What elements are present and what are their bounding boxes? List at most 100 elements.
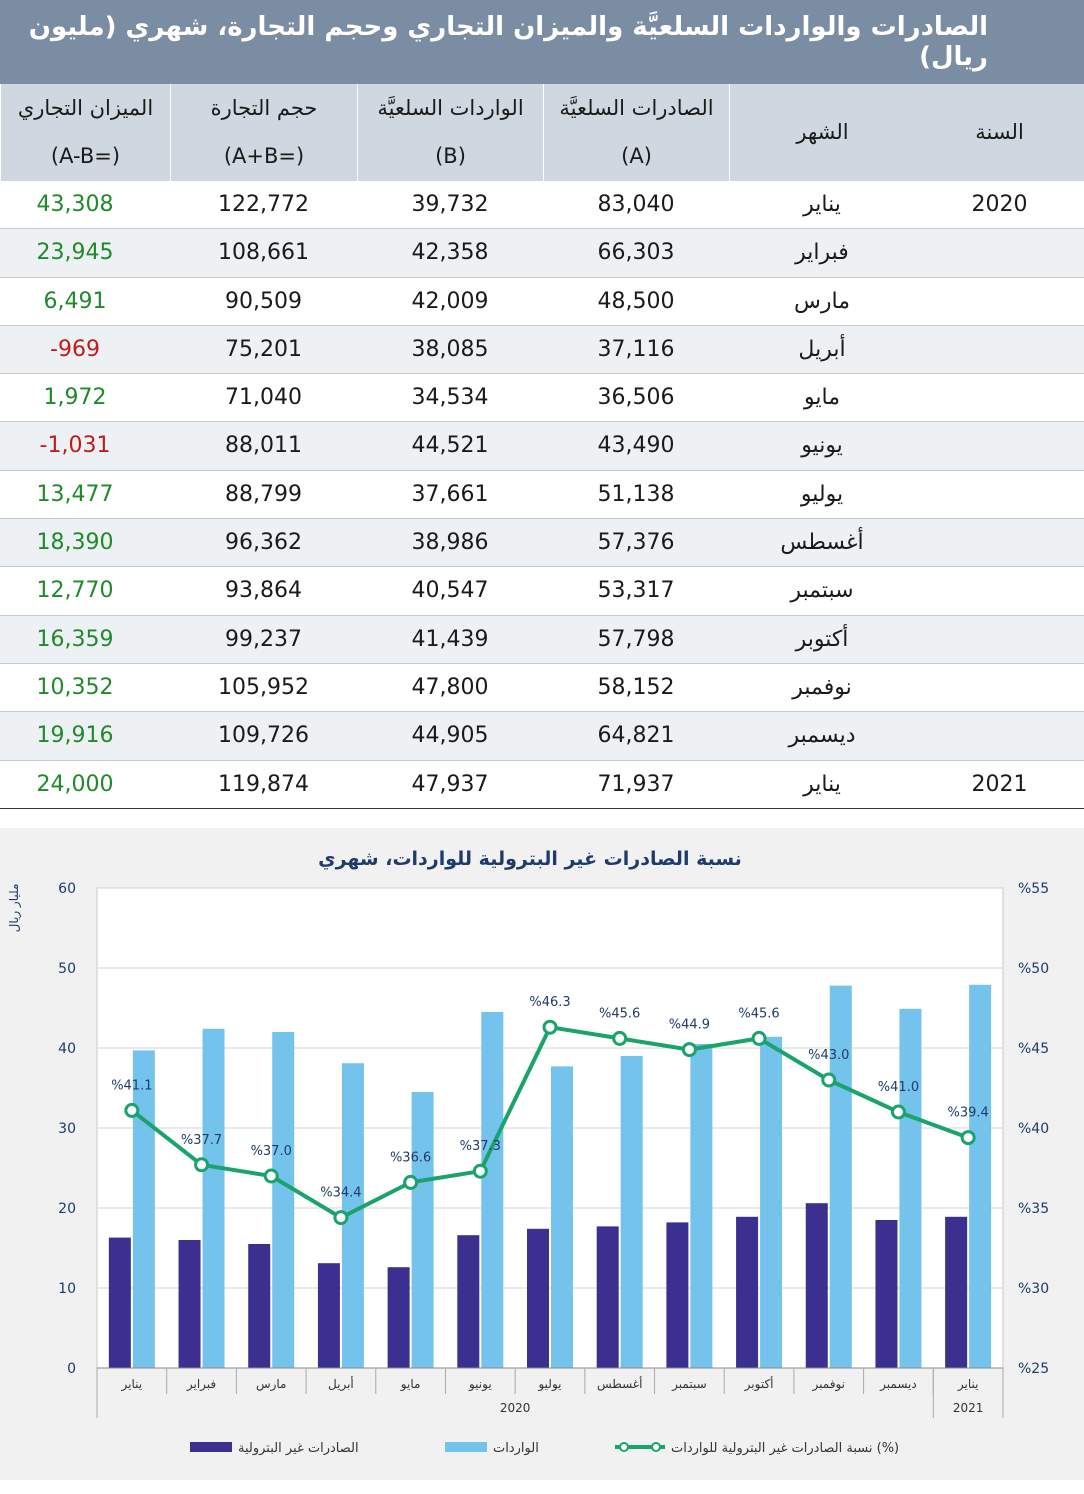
header-exports-code: (A): [621, 144, 652, 168]
ratio-point: [124, 1102, 140, 1118]
legend-swatch-imports: [445, 1442, 487, 1452]
bar-imports: [202, 1028, 225, 1368]
cell-month: يوليو: [800, 481, 844, 507]
header-exports: الصادرات السلعيَّة (A): [543, 84, 729, 181]
bar-nonoil-exports: [666, 1222, 689, 1368]
y2-tick-label: %30: [1018, 1281, 1049, 1297]
cell-imports: 34,534: [411, 385, 489, 411]
bar-imports: [411, 1092, 434, 1368]
table-body: 2020 يناير 83,040 39,732 122,772 43,308 فبراير…: [0, 181, 1084, 809]
ratio-data-label: %37.0: [251, 1144, 292, 1159]
header-volume: حجم التجارة (=A+B): [170, 84, 357, 181]
bar-nonoil-exports: [736, 1216, 759, 1368]
cell-balance: 6,491: [43, 288, 107, 314]
cell-year: [915, 229, 1084, 277]
cell-imports: 42,358: [411, 240, 489, 266]
cell-year: [915, 712, 1084, 760]
header-volume-code: (=A+B): [223, 144, 305, 168]
cell-imports: 47,800: [411, 674, 489, 700]
legend-label-imports: الواردات: [493, 1441, 539, 1456]
table-row: أكتوبر 57,798 41,439 99,237 16,359: [0, 615, 1084, 664]
cell-year: [915, 664, 1084, 712]
header-imports-code: (B): [435, 144, 466, 168]
ratio-point: [890, 1104, 906, 1120]
cell-balance: 16,359: [36, 626, 114, 652]
chart-panel: 60 50 40 30 20 10 0 %55 %50 %45 %40 %35 %30 %25 نسبة ا…: [0, 828, 1084, 1480]
cell-exports: 36,506: [597, 385, 675, 411]
header-volume-label: حجم التجارة: [210, 96, 318, 120]
cell-year: 2021: [971, 771, 1028, 797]
ratio-data-label: %39.4: [947, 1106, 988, 1121]
x-tick-label: مارس: [256, 1377, 287, 1392]
bar-nonoil-exports: [805, 1203, 828, 1368]
bar-imports: [341, 1063, 364, 1368]
ratio-data-label: %43.0: [808, 1048, 849, 1063]
cell-month: فبراير: [795, 240, 849, 266]
cell-year: [915, 471, 1084, 519]
cell-volume: 99,237: [225, 626, 302, 652]
legend-label-ratio: نسبة الصادرات غير البترولية للواردات (%): [671, 1441, 899, 1456]
ratio-point: [263, 1168, 279, 1184]
cell-imports: 42,009: [411, 288, 489, 314]
bar-imports: [760, 1036, 783, 1368]
ratio-data-label: %45.6: [599, 1006, 640, 1021]
cell-volume: 119,874: [218, 771, 309, 797]
year-group-label: 2020: [500, 1401, 531, 1415]
x-tick-label: يوليو: [537, 1377, 561, 1392]
cell-exports: 48,500: [597, 288, 675, 314]
cell-month: مارس: [794, 288, 850, 314]
table-row: مايو 36,506 34,534 71,040 1,972: [0, 374, 1084, 423]
cell-exports: 64,821: [597, 723, 675, 749]
cell-imports: 38,085: [411, 336, 489, 362]
table-row: مارس 48,500 42,009 90,509 6,491: [0, 278, 1084, 326]
legend-label-nonoil-exports: الصادرات غير البترولية: [238, 1441, 359, 1456]
x-tick-label: أغسطس: [597, 1376, 642, 1392]
cell-volume: 109,726: [218, 723, 309, 749]
ratio-point: [194, 1157, 210, 1173]
trade-table: السنة الشهر الصادرات السلعيَّة (A) الوار…: [0, 84, 1084, 809]
cell-month: يناير: [803, 192, 841, 217]
y-tick-label: 30: [58, 1121, 76, 1137]
ratio-data-label: %37.7: [181, 1133, 222, 1148]
cell-imports: 38,986: [411, 530, 489, 556]
cell-month: ديسمبر: [788, 723, 856, 749]
ratio-data-label: %34.4: [320, 1186, 361, 1201]
cell-imports: 47,937: [411, 771, 489, 797]
x-tick-label: أكتوبر: [744, 1376, 774, 1392]
x-tick-label: سبتمبر: [671, 1377, 706, 1392]
cell-balance: 10,352: [36, 674, 114, 700]
ratio-point: [333, 1210, 349, 1226]
bar-imports: [899, 1008, 922, 1368]
y2-tick-label: %55: [1018, 881, 1049, 897]
ratio-point: [960, 1130, 976, 1146]
y-axis-label: مليار ريال: [7, 884, 22, 933]
header-balance-label: الميزان التجاري: [17, 96, 154, 120]
cell-exports: 66,303: [597, 240, 675, 266]
cell-imports: 40,547: [411, 578, 489, 604]
ratio-point: [612, 1030, 628, 1046]
cell-exports: 37,116: [597, 336, 675, 362]
y2-tick-label: %40: [1018, 1121, 1049, 1137]
cell-volume: 88,799: [225, 481, 302, 507]
cell-year: [915, 374, 1084, 422]
bar-nonoil-exports: [108, 1237, 131, 1368]
header-imports-label: الواردات السلعيَّة: [377, 96, 524, 120]
ratio-point: [821, 1072, 837, 1088]
header-month-label: الشهر: [796, 120, 849, 144]
cell-balance: 43,308: [36, 192, 114, 217]
cell-month: يونيو: [801, 433, 843, 459]
y-tick-label: 60: [58, 881, 76, 897]
bar-nonoil-exports: [317, 1263, 340, 1368]
x-tick-label: أبريل: [328, 1376, 354, 1392]
cell-year: [915, 519, 1084, 567]
cell-month: مايو: [804, 385, 840, 411]
bar-nonoil-exports: [527, 1228, 549, 1368]
cell-exports: 57,798: [597, 626, 675, 652]
cell-volume: 90,509: [225, 288, 302, 314]
cell-month: يناير: [803, 771, 841, 797]
cell-exports: 53,317: [597, 578, 675, 604]
bar-imports: [690, 1044, 713, 1368]
cell-exports: 43,490: [597, 433, 675, 459]
cell-month: أغسطس: [780, 530, 864, 556]
x-tick-label: يناير: [121, 1377, 143, 1392]
